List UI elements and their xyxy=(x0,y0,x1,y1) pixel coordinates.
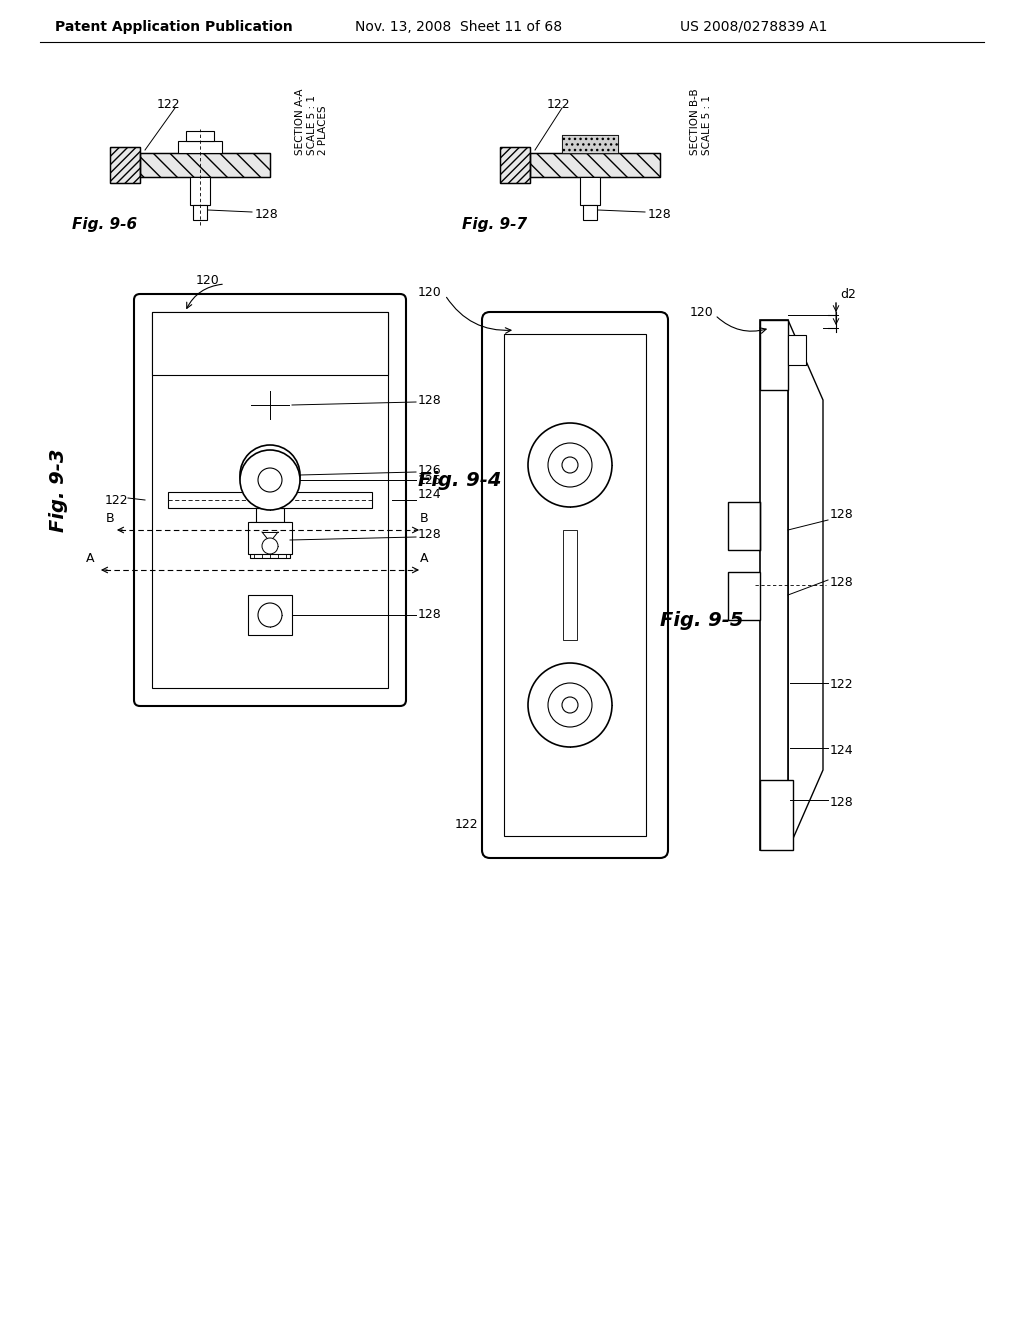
Text: Fig. 9-6: Fig. 9-6 xyxy=(72,218,137,232)
Bar xyxy=(504,334,646,836)
Text: Fig. 9-3: Fig. 9-3 xyxy=(48,449,68,532)
FancyBboxPatch shape xyxy=(548,366,593,393)
Bar xyxy=(760,780,793,850)
Text: 122: 122 xyxy=(830,678,854,692)
Text: 128: 128 xyxy=(830,796,854,808)
Text: B: B xyxy=(420,511,428,524)
Text: SECTION B-B
SCALE 5 : 1: SECTION B-B SCALE 5 : 1 xyxy=(690,88,712,154)
Text: 120: 120 xyxy=(690,305,714,318)
Text: 128: 128 xyxy=(830,576,854,589)
Text: 128: 128 xyxy=(418,528,441,541)
Polygon shape xyxy=(788,319,823,850)
Circle shape xyxy=(548,682,592,727)
Bar xyxy=(580,177,600,205)
Bar xyxy=(178,141,222,153)
Text: 128: 128 xyxy=(830,508,854,521)
Bar xyxy=(248,521,292,554)
Circle shape xyxy=(528,422,612,507)
Text: B: B xyxy=(105,511,115,524)
Circle shape xyxy=(240,445,300,506)
Bar xyxy=(530,153,660,177)
Text: 124: 124 xyxy=(830,743,854,756)
FancyBboxPatch shape xyxy=(134,294,406,706)
Bar xyxy=(760,319,788,389)
Text: 124: 124 xyxy=(418,488,441,502)
FancyBboxPatch shape xyxy=(548,498,592,673)
Circle shape xyxy=(258,463,282,487)
Bar xyxy=(152,312,388,688)
Bar xyxy=(530,153,660,177)
Circle shape xyxy=(258,603,282,627)
Circle shape xyxy=(562,457,578,473)
Text: 120: 120 xyxy=(196,273,220,286)
Bar xyxy=(110,147,140,183)
Text: A: A xyxy=(86,552,94,565)
Text: Patent Application Publication: Patent Application Publication xyxy=(55,20,293,34)
Circle shape xyxy=(548,444,592,487)
Bar xyxy=(110,147,140,183)
Text: 128: 128 xyxy=(255,209,279,222)
Text: 122: 122 xyxy=(547,99,570,111)
Bar xyxy=(728,572,760,620)
Circle shape xyxy=(528,663,612,747)
Bar xyxy=(256,508,284,531)
Circle shape xyxy=(262,539,278,554)
Text: 128: 128 xyxy=(418,609,441,622)
Bar xyxy=(788,335,806,366)
Circle shape xyxy=(258,469,282,492)
Bar xyxy=(760,319,788,850)
Text: 122: 122 xyxy=(455,818,478,832)
Text: 120: 120 xyxy=(418,285,441,298)
Text: US 2008/0278839 A1: US 2008/0278839 A1 xyxy=(680,20,827,34)
Text: Fig. 9-5: Fig. 9-5 xyxy=(660,610,743,630)
Text: 128: 128 xyxy=(648,209,672,222)
Bar xyxy=(563,531,577,640)
Text: 122: 122 xyxy=(105,494,129,507)
Text: 122: 122 xyxy=(157,99,180,111)
Bar xyxy=(500,147,530,183)
Bar xyxy=(168,492,372,508)
Text: Nov. 13, 2008  Sheet 11 of 68: Nov. 13, 2008 Sheet 11 of 68 xyxy=(355,20,562,34)
Text: 128: 128 xyxy=(418,393,441,407)
Ellipse shape xyxy=(251,391,289,418)
Text: SECTION A-A
SCALE 5 : 1
2 PLACES: SECTION A-A SCALE 5 : 1 2 PLACES xyxy=(295,88,329,154)
Bar xyxy=(562,135,618,153)
Bar xyxy=(728,502,760,550)
Bar xyxy=(562,135,618,153)
Circle shape xyxy=(240,450,300,510)
Bar xyxy=(186,131,214,141)
Bar xyxy=(190,177,210,205)
Bar xyxy=(193,205,207,220)
Text: 126: 126 xyxy=(418,463,441,477)
Text: d2: d2 xyxy=(840,289,856,301)
FancyBboxPatch shape xyxy=(548,776,593,804)
FancyBboxPatch shape xyxy=(482,312,668,858)
Text: A: A xyxy=(420,552,428,565)
Bar xyxy=(248,595,292,635)
Text: Fig. 9-4: Fig. 9-4 xyxy=(418,470,502,490)
Circle shape xyxy=(562,697,578,713)
Text: Fig. 9-7: Fig. 9-7 xyxy=(462,218,527,232)
Bar xyxy=(152,312,388,375)
Bar xyxy=(140,153,270,177)
Text: 126: 126 xyxy=(418,474,441,487)
Bar xyxy=(250,521,290,558)
Bar xyxy=(583,205,597,220)
Bar xyxy=(140,153,270,177)
Bar xyxy=(500,147,530,183)
